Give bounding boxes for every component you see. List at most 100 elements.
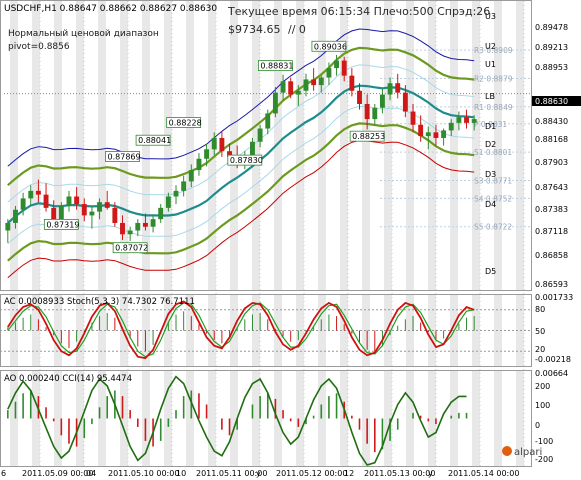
- session-stripe: [450, 1, 458, 290]
- candle-body: [127, 230, 133, 235]
- swing-label-text: 0.88253: [352, 132, 385, 141]
- channel-lower-light: [7, 105, 475, 245]
- session-stripe: [186, 1, 194, 290]
- candle-body: [349, 75, 355, 91]
- price-axis-label: 0.88168: [535, 135, 568, 144]
- candle-body: [81, 204, 87, 216]
- price-axis-label: 0.88430: [535, 117, 568, 126]
- session-stripe: [362, 371, 370, 466]
- cci-axis-label: 0.00664: [535, 369, 568, 378]
- candle-body: [97, 202, 103, 212]
- session-stripe: [274, 1, 282, 290]
- current-price-label: 0.88630: [535, 97, 568, 106]
- session-stripe: [54, 1, 62, 290]
- candle-body: [433, 132, 439, 138]
- pivot-level-label: R2 0.8879: [474, 74, 513, 83]
- candle-body: [104, 202, 110, 208]
- session-stripe: [494, 371, 502, 466]
- session-stripe: [230, 1, 238, 290]
- pivot-level-label: S5 0.8722: [474, 223, 512, 232]
- swing-label-box: [135, 134, 171, 146]
- channel-upper-light: [7, 64, 475, 203]
- candle-body: [418, 124, 424, 137]
- time-axis-label: 2011.05.13 00:00: [364, 469, 435, 478]
- session-stripe: [494, 1, 502, 290]
- candle-body: [318, 77, 324, 86]
- session-stripe: [120, 1, 128, 290]
- cci-axis-label: -200: [535, 455, 553, 464]
- candle-body: [402, 92, 408, 112]
- swing-labels: 0.89036 0.88831 0.88253 0.88228 0.88041 0.878…: [43, 40, 385, 254]
- alpari-logo-text: alpari: [514, 447, 542, 458]
- session-stripe: [428, 1, 436, 290]
- session-stripe: [32, 1, 40, 290]
- session-stripe: [450, 371, 458, 466]
- candle-body: [448, 122, 454, 131]
- time-axis-label: 2011.05.12 00:00: [276, 469, 347, 478]
- session-stripe: [230, 371, 238, 466]
- time-axis-label: 6: [1, 469, 6, 478]
- stoch-signal-line: [7, 302, 475, 358]
- candle-body: [35, 190, 41, 195]
- candle-body: [326, 68, 332, 78]
- pivot-label: pivot=0.8856: [8, 42, 70, 52]
- candle-body: [280, 81, 286, 93]
- session-stripe: [472, 1, 480, 290]
- price-axis-label: 0.87118: [535, 227, 568, 236]
- candle-body: [158, 207, 164, 220]
- candle-body: [66, 196, 72, 206]
- swing-label-text: 0.87830: [230, 156, 263, 165]
- alpari-logo: alpari: [502, 446, 542, 458]
- session-stripe: [406, 371, 414, 466]
- time-axis-label: 2011.05.11 00:00: [196, 469, 267, 478]
- channel-label-d5: D5: [485, 267, 496, 276]
- price-pane-border: [0, 0, 532, 291]
- time-axis-label: 12: [344, 469, 354, 478]
- candle-body: [257, 128, 263, 142]
- session-stripe: [32, 371, 40, 466]
- candle-body: [272, 92, 278, 114]
- candle-body: [13, 209, 18, 223]
- cci-axis-label: 0: [535, 421, 540, 430]
- session-stripe: [296, 1, 304, 290]
- swing-label-box: [112, 242, 148, 254]
- session-stripe: [252, 371, 260, 466]
- candle-body: [188, 170, 194, 182]
- cci-axis-label: -100: [535, 437, 553, 446]
- candle-body: [150, 219, 156, 227]
- time-axis-label: 2011.05.14 00:00: [448, 469, 519, 478]
- candle-body: [341, 60, 347, 76]
- swing-label-box: [105, 151, 140, 162]
- session-stripe: [472, 371, 480, 466]
- candle-body: [456, 117, 462, 123]
- cci-axis-label: 100: [535, 401, 550, 410]
- session-stripe: [54, 371, 62, 466]
- candle-body: [311, 79, 317, 86]
- stoch-main-line: [7, 300, 475, 360]
- ac-panel-title: AC 0.0008933 Stoch(5,3,3) 74.7302 76.711…: [4, 297, 195, 307]
- alpari-logo-icon: [502, 446, 512, 456]
- swing-label-box: [311, 40, 347, 52]
- swing-label-text: 0.89036: [314, 42, 347, 51]
- ao-cci-group: [7, 375, 468, 466]
- candle-body: [74, 196, 80, 205]
- status-line: Текущее время 06:15:34 Плечо:500 Спрэд:2…: [227, 5, 490, 18]
- session-stripe: [208, 371, 216, 466]
- session-stripe: [186, 371, 194, 466]
- swing-label-box: [227, 154, 263, 166]
- price-axis-label: 0.89478: [535, 23, 568, 32]
- pivot-level-label: P 0.8831: [474, 120, 507, 129]
- candle-body: [295, 90, 301, 95]
- session-stripe: [516, 1, 524, 290]
- candle-body: [219, 137, 225, 152]
- current-price-box: [532, 96, 581, 106]
- swing-label-box: [349, 130, 385, 142]
- candle-body: [51, 207, 57, 220]
- candle-body: [357, 90, 362, 104]
- pivot-level-label: S4 0.8752: [474, 194, 512, 203]
- candle-body: [112, 207, 118, 223]
- swing-label-text: 0.88228: [169, 119, 202, 128]
- cci-panel-title: AO 0.000240 CCI(14) 95.4474: [4, 374, 132, 384]
